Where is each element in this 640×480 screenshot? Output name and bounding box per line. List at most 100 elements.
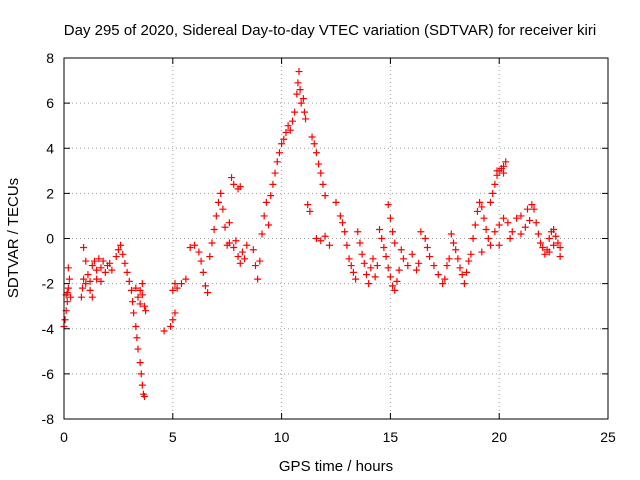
data-point: [417, 228, 425, 236]
data-point: [230, 180, 238, 188]
data-point: [256, 257, 264, 265]
data-point: [65, 275, 73, 283]
data-point: [251, 262, 259, 270]
data-point: [295, 68, 303, 76]
data-point: [545, 248, 553, 256]
data-point: [97, 277, 105, 285]
data-point: [456, 264, 464, 272]
data-point: [362, 271, 370, 279]
data-point: [306, 207, 314, 215]
data-point: [356, 239, 364, 247]
data-point: [112, 253, 120, 261]
data-point: [67, 293, 75, 301]
data-point: [486, 241, 494, 249]
data-points: [60, 68, 564, 400]
data-point: [478, 203, 486, 211]
data-point: [480, 214, 488, 222]
data-point: [443, 262, 451, 270]
y-tick-label: -2: [42, 276, 55, 292]
data-point: [450, 239, 458, 247]
data-point: [452, 246, 460, 254]
data-point: [397, 246, 405, 254]
data-point: [556, 244, 564, 252]
data-point: [243, 241, 251, 249]
data-point: [371, 273, 379, 281]
data-point: [119, 250, 127, 258]
data-point: [90, 257, 98, 265]
data-point: [260, 212, 268, 220]
data-point: [225, 239, 233, 247]
data-point: [93, 275, 101, 283]
data-point: [471, 221, 479, 229]
data-point: [123, 268, 131, 276]
data-point: [319, 180, 327, 188]
axis-ticks: 0 5 10 15 20 25 -8 -6 -4 -2 0 2 4 6 8: [42, 50, 616, 445]
data-point: [336, 212, 344, 220]
data-point: [208, 239, 216, 247]
data-point: [532, 219, 540, 227]
data-point: [386, 214, 394, 222]
data-point: [441, 275, 449, 283]
data-point: [332, 198, 340, 206]
data-point: [61, 316, 69, 324]
data-point: [173, 284, 181, 292]
data-point: [63, 289, 71, 297]
data-point: [550, 225, 558, 233]
data-point: [321, 232, 329, 240]
data-point: [458, 271, 466, 279]
data-point: [271, 169, 279, 177]
data-point: [321, 192, 329, 200]
data-point: [182, 275, 190, 283]
data-point: [136, 286, 144, 294]
data-point: [421, 235, 429, 242]
y-tick-label: 6: [46, 95, 54, 111]
data-point: [343, 241, 351, 249]
data-point: [217, 189, 225, 197]
data-point: [439, 280, 447, 288]
data-point: [513, 214, 521, 222]
data-point: [280, 135, 288, 143]
data-point: [134, 345, 142, 353]
data-point: [269, 180, 277, 188]
data-point: [197, 257, 205, 265]
data-point: [367, 264, 375, 272]
plot-frame: [63, 57, 609, 420]
data-point: [291, 108, 299, 116]
data-point: [434, 271, 442, 279]
data-point: [541, 250, 549, 258]
data-point: [258, 230, 266, 238]
data-point: [195, 248, 203, 256]
data-point: [80, 244, 88, 252]
data-point: [230, 244, 238, 252]
data-point: [500, 169, 508, 177]
data-point: [141, 302, 149, 310]
data-point: [101, 268, 109, 276]
data-point: [138, 381, 146, 389]
data-point: [504, 219, 512, 227]
data-point: [84, 271, 92, 279]
x-axis-label: GPS time / hours: [279, 458, 393, 475]
data-point: [138, 280, 146, 288]
data-point: [86, 277, 94, 285]
data-point: [214, 198, 222, 206]
y-tick-label: -8: [42, 411, 55, 427]
data-point: [382, 253, 390, 261]
data-point: [476, 198, 484, 206]
data-point: [210, 225, 218, 233]
data-point: [378, 235, 386, 242]
data-point: [95, 255, 103, 263]
data-point: [304, 201, 312, 209]
data-point: [408, 250, 416, 258]
data-point: [64, 264, 72, 272]
data-point: [133, 334, 141, 342]
data-point: [554, 239, 562, 247]
data-point: [312, 235, 320, 242]
data-point: [225, 219, 233, 227]
data-point: [325, 241, 333, 249]
data-point: [491, 228, 499, 236]
chart-title: Day 295 of 2020, Sidereal Day-to-day VTE…: [64, 22, 596, 39]
data-point: [286, 126, 294, 134]
y-tick-label: -6: [42, 366, 55, 382]
data-point: [64, 284, 72, 292]
data-point: [415, 259, 423, 267]
